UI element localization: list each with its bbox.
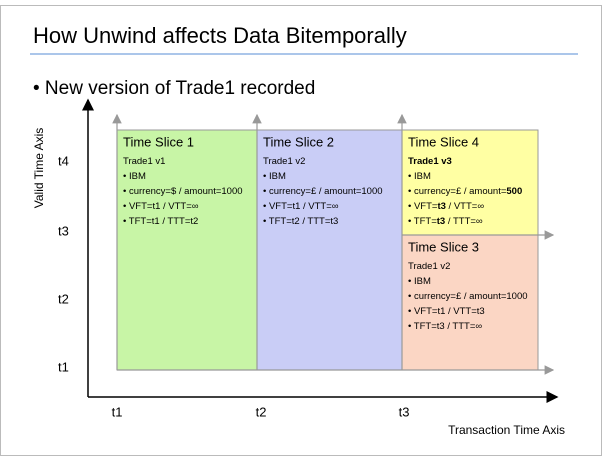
box-line-part: • VFT=t1 / VTT=∞	[123, 201, 199, 212]
box-line-part: • TFT=t1 / TTT=t2	[123, 216, 198, 227]
box-line-part: • VFT=	[408, 201, 438, 212]
box-line-part: t3	[437, 201, 445, 212]
y-axis-label: Valid Time Axis	[32, 128, 46, 208]
box-line-part: • IBM	[263, 171, 286, 182]
box-heading: Time Slice 1	[123, 134, 194, 149]
box-line: Trade1 v2	[263, 156, 305, 167]
box-line-part: • currency=£ / amount=1000	[408, 291, 528, 302]
y-tick-label: t2	[58, 291, 69, 306]
box-line: • currency=£ / amount=500	[408, 186, 522, 197]
title: How Unwind affects Data Bitemporally	[33, 23, 407, 48]
box-line-part: / TTT=∞	[445, 216, 483, 227]
box-line: • VFT=t1 / VTT=∞	[123, 201, 199, 212]
box-line-part: • TFT=t3 / TTT=∞	[408, 321, 482, 332]
box-line: • TFT=t2 / TTT=t3	[263, 216, 338, 227]
box-line-part: Trade1 v2	[263, 156, 305, 167]
box-line: • IBM	[408, 276, 431, 287]
y-tick-label: t4	[58, 153, 69, 168]
box-line-part: • VFT=t1 / VTT=t3	[408, 306, 485, 317]
box-line: • IBM	[123, 171, 146, 182]
x-axis-label: Transaction Time Axis	[448, 423, 565, 437]
box-line-part: Trade1 v3	[408, 156, 452, 167]
box-line-part: 500	[506, 186, 522, 197]
box-line-part: • IBM	[408, 276, 431, 287]
y-tick-label: t1	[58, 359, 69, 374]
box-line-part: • currency=£ / amount=1000	[263, 186, 383, 197]
box-line-part: • IBM	[123, 171, 146, 182]
box-line: • IBM	[263, 171, 286, 182]
box-line: • IBM	[408, 171, 431, 182]
box-heading: Time Slice 3	[408, 239, 479, 254]
box-line-part: • IBM	[408, 171, 431, 182]
y-tick-label: t3	[58, 223, 69, 238]
box-line-part: • VFT=t1 / VTT=∞	[263, 201, 339, 212]
box-line: • currency=$ / amount=1000	[123, 186, 243, 197]
box-line: Trade1 v1	[123, 156, 165, 167]
box-line-part: • currency=£ / amount=	[408, 186, 507, 197]
box-line: • VFT=t3 / VTT=∞	[408, 201, 484, 212]
box-line-part: • TFT=t2 / TTT=t3	[263, 216, 338, 227]
box-line-part: • TFT=	[408, 216, 437, 227]
box-line: • TFT=t3 / TTT=∞	[408, 216, 483, 227]
box-line-part: Trade1 v1	[123, 156, 165, 167]
x-tick-label: t1	[112, 404, 123, 419]
time-slice-box	[401, 234, 539, 371]
box-line: • TFT=t3 / TTT=∞	[408, 321, 482, 332]
box-line: • TFT=t1 / TTT=t2	[123, 216, 198, 227]
bullet: • New version of Trade1 recorded	[33, 78, 315, 99]
box-line-part: Trade1 v2	[408, 261, 450, 272]
x-tick-label: t3	[399, 404, 410, 419]
box-line: • currency=£ / amount=1000	[408, 291, 528, 302]
box-line: • currency=£ / amount=1000	[263, 186, 383, 197]
time-slice-box	[401, 129, 539, 236]
box-line: • VFT=t1 / VTT=∞	[263, 201, 339, 212]
box-heading: Time Slice 2	[263, 134, 334, 149]
box-line-part: / VTT=∞	[446, 201, 484, 212]
box-line: Trade1 v2	[408, 261, 450, 272]
box-line: Trade1 v3	[408, 156, 452, 167]
time-slice-box	[116, 129, 258, 371]
box-heading: Time Slice 4	[408, 134, 479, 149]
box-line: • VFT=t1 / VTT=t3	[408, 306, 485, 317]
box-line-part: t3	[437, 216, 445, 227]
box-line-part: • currency=$ / amount=1000	[123, 186, 243, 197]
time-arrows	[112, 113, 555, 375]
x-tick-label: t2	[256, 404, 267, 419]
